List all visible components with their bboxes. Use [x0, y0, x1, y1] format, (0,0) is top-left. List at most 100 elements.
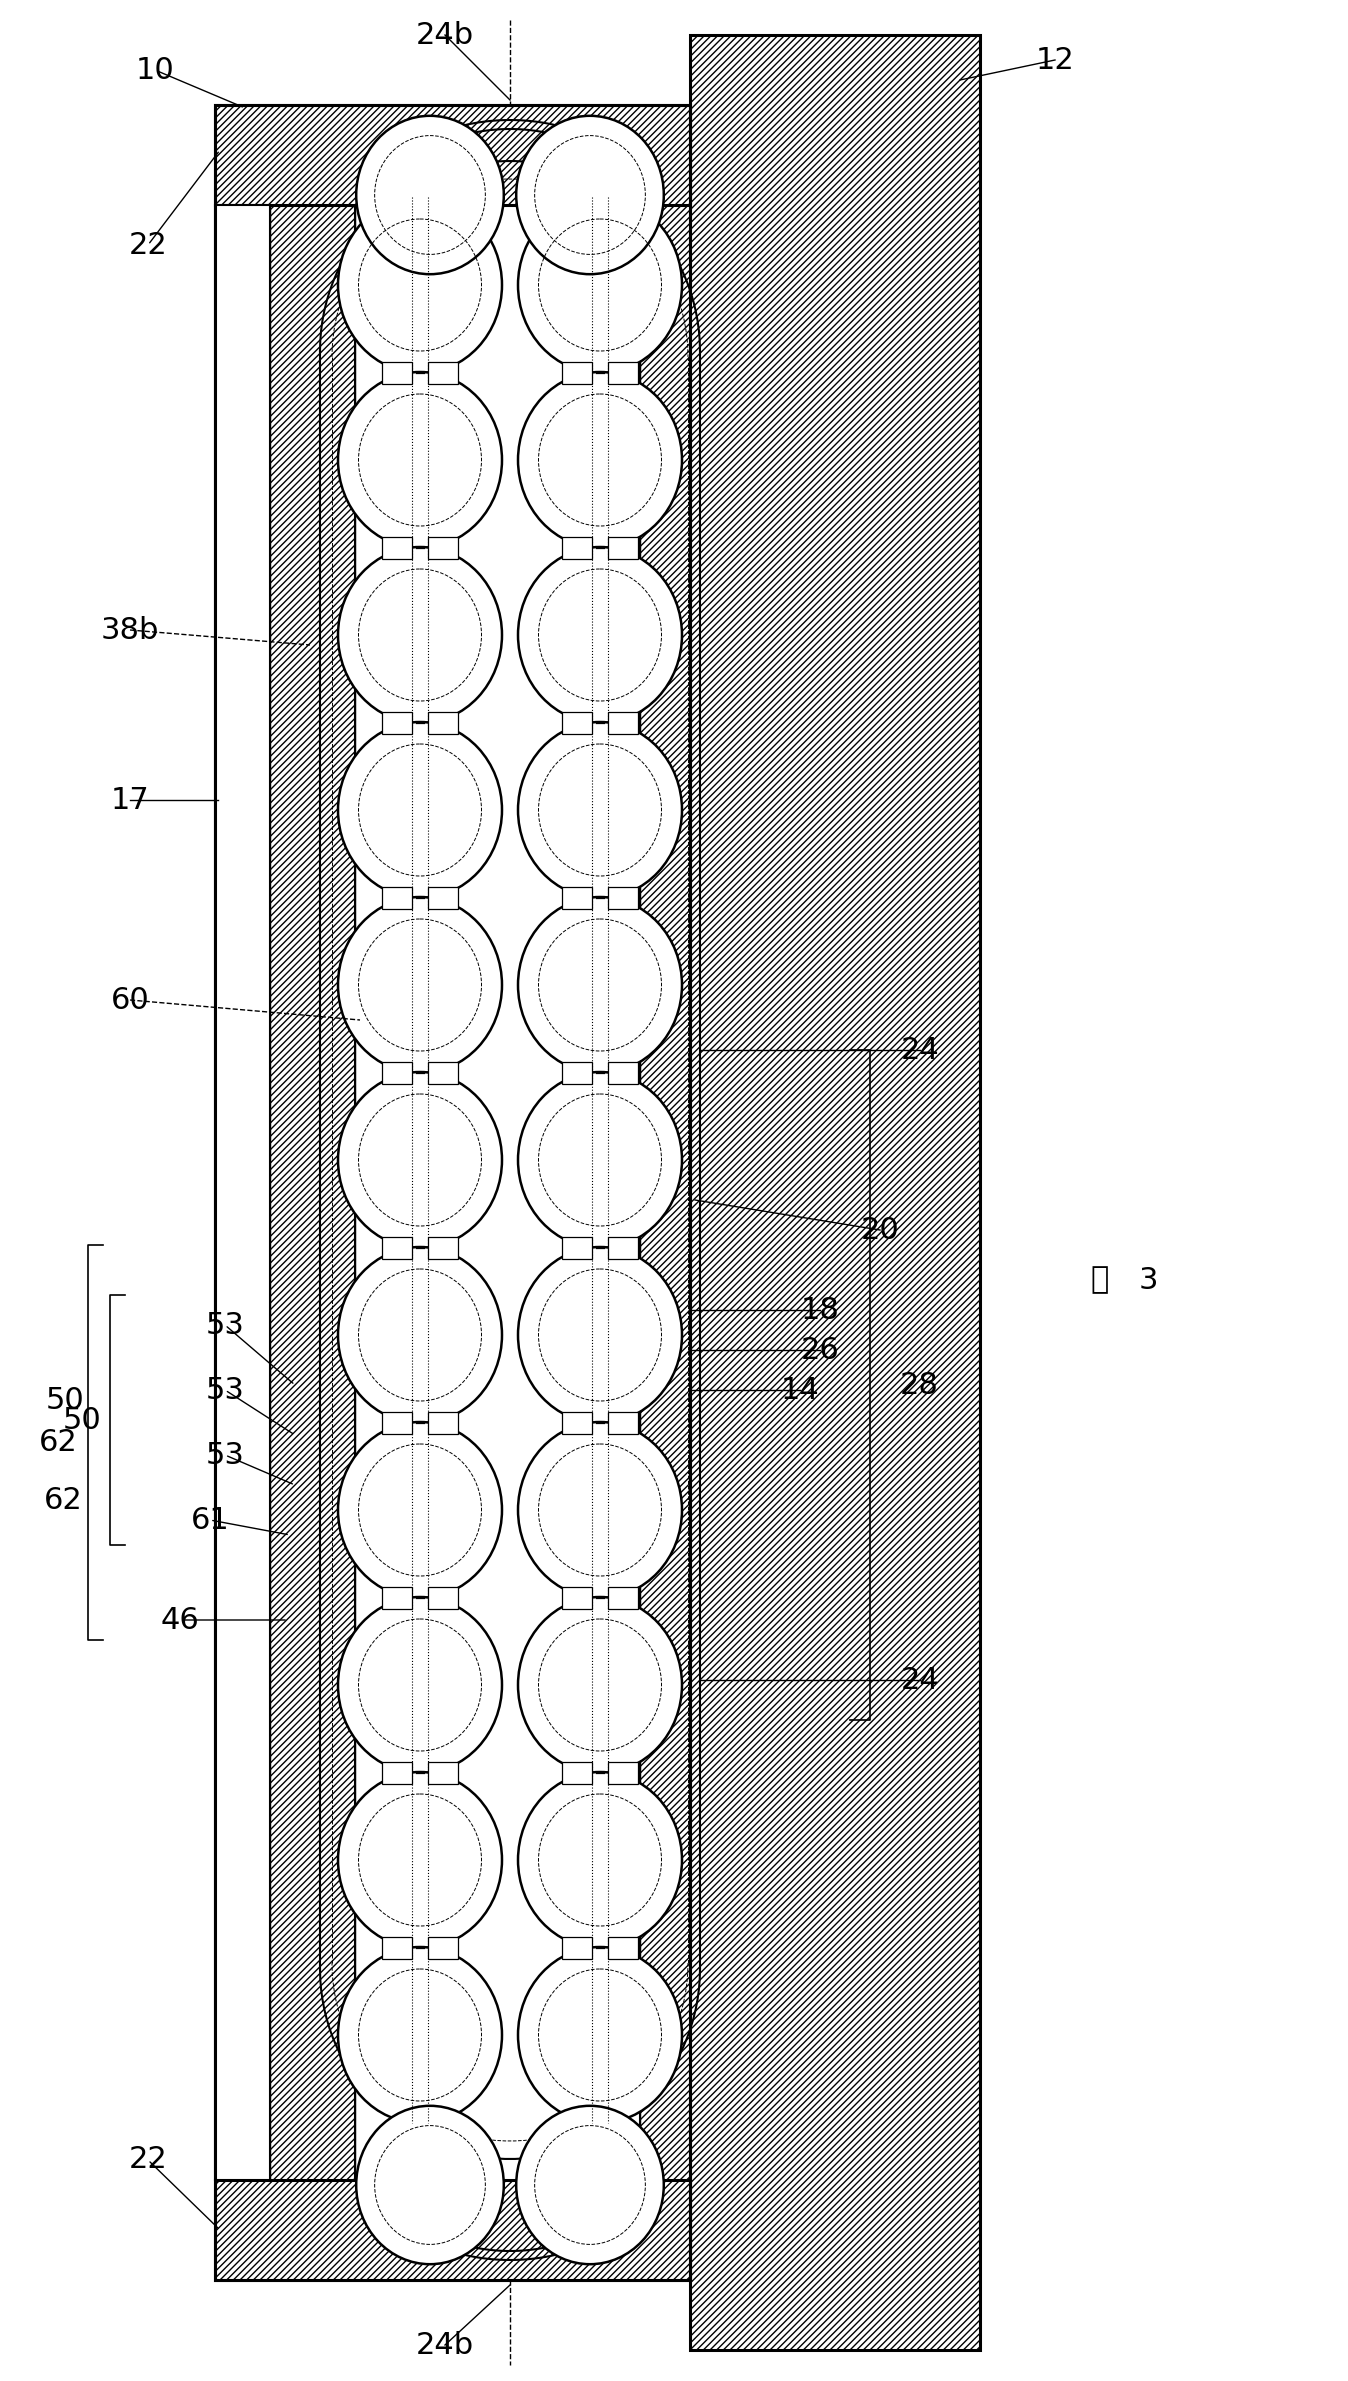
Bar: [608, 536, 638, 560]
Bar: [562, 1762, 592, 1783]
Text: 10: 10: [136, 55, 174, 83]
Bar: [562, 886, 592, 910]
Text: 24b: 24b: [417, 2331, 474, 2360]
Bar: [427, 1936, 458, 1960]
Bar: [608, 362, 638, 383]
Bar: [608, 712, 638, 733]
Bar: [562, 1412, 592, 1433]
Text: 53: 53: [205, 1376, 244, 1405]
Bar: [562, 1236, 592, 1260]
Ellipse shape: [338, 1421, 501, 1598]
Text: 50: 50: [62, 1405, 101, 1433]
Text: 20: 20: [860, 1214, 899, 1245]
Text: 14: 14: [780, 1376, 820, 1405]
Ellipse shape: [516, 117, 663, 274]
Text: 61: 61: [190, 1505, 229, 1533]
Text: 46: 46: [160, 1605, 200, 1633]
Ellipse shape: [356, 2105, 504, 2264]
Text: 62: 62: [39, 1429, 77, 1457]
Bar: [381, 536, 412, 560]
Text: 53: 53: [205, 1310, 244, 1341]
Bar: [427, 362, 458, 383]
Text: 50: 50: [46, 1386, 85, 1414]
Ellipse shape: [338, 1598, 501, 1774]
Ellipse shape: [338, 1771, 501, 1948]
Bar: [608, 1762, 638, 1783]
Bar: [562, 1586, 592, 1610]
Bar: [608, 1586, 638, 1610]
Bar: [562, 1062, 592, 1083]
Ellipse shape: [338, 1071, 501, 1248]
Text: 図: 図: [1091, 1264, 1109, 1295]
Bar: [214, 2181, 690, 2281]
Bar: [562, 1936, 592, 1960]
Bar: [381, 1236, 412, 1260]
Bar: [214, 105, 690, 205]
Text: 22: 22: [128, 2145, 167, 2174]
Bar: [214, 205, 270, 2181]
Text: 28: 28: [900, 1371, 938, 1400]
Bar: [608, 1062, 638, 1083]
Ellipse shape: [518, 1771, 682, 1948]
Bar: [608, 1236, 638, 1260]
Ellipse shape: [338, 548, 501, 724]
Ellipse shape: [516, 2105, 663, 2264]
Bar: [427, 1236, 458, 1260]
Ellipse shape: [338, 898, 501, 1074]
Bar: [381, 1412, 412, 1433]
Ellipse shape: [518, 198, 682, 374]
Ellipse shape: [518, 1948, 682, 2124]
Ellipse shape: [338, 1948, 501, 2124]
Text: 53: 53: [205, 1441, 244, 1469]
Bar: [608, 1936, 638, 1960]
Bar: [562, 362, 592, 383]
Bar: [427, 1062, 458, 1083]
Text: 60: 60: [111, 986, 150, 1014]
Ellipse shape: [338, 1248, 501, 1424]
Bar: [427, 886, 458, 910]
Bar: [427, 1762, 458, 1783]
Bar: [381, 1762, 412, 1783]
Ellipse shape: [518, 1248, 682, 1424]
Bar: [690, 36, 980, 2350]
Ellipse shape: [338, 198, 501, 374]
Bar: [427, 1412, 458, 1433]
Text: 22: 22: [128, 231, 167, 260]
Text: 38b: 38b: [101, 617, 159, 645]
Ellipse shape: [518, 1421, 682, 1598]
Bar: [381, 1062, 412, 1083]
Bar: [427, 712, 458, 733]
Text: 24b: 24b: [417, 21, 474, 50]
Bar: [381, 886, 412, 910]
Text: 26: 26: [801, 1336, 840, 1364]
Ellipse shape: [518, 548, 682, 724]
Bar: [214, 105, 690, 2281]
Ellipse shape: [518, 721, 682, 898]
Text: 18: 18: [801, 1295, 840, 1324]
Bar: [427, 536, 458, 560]
Ellipse shape: [518, 371, 682, 548]
Bar: [381, 1586, 412, 1610]
Ellipse shape: [356, 117, 504, 274]
Ellipse shape: [518, 1598, 682, 1774]
Bar: [608, 886, 638, 910]
Ellipse shape: [518, 898, 682, 1074]
Bar: [608, 1412, 638, 1433]
Bar: [381, 712, 412, 733]
Text: 17: 17: [111, 786, 150, 814]
Text: 12: 12: [1035, 45, 1074, 74]
Ellipse shape: [338, 371, 501, 548]
Ellipse shape: [518, 1071, 682, 1248]
Text: 62: 62: [43, 1486, 82, 1514]
Text: 24: 24: [900, 1036, 940, 1064]
Bar: [640, 205, 690, 2181]
Bar: [381, 1936, 412, 1960]
Text: 24: 24: [900, 1664, 940, 1695]
Bar: [562, 536, 592, 560]
Bar: [562, 712, 592, 733]
Text: 3: 3: [1138, 1264, 1158, 1295]
Bar: [270, 205, 355, 2181]
Bar: [381, 362, 412, 383]
Bar: [427, 1586, 458, 1610]
Ellipse shape: [338, 721, 501, 898]
